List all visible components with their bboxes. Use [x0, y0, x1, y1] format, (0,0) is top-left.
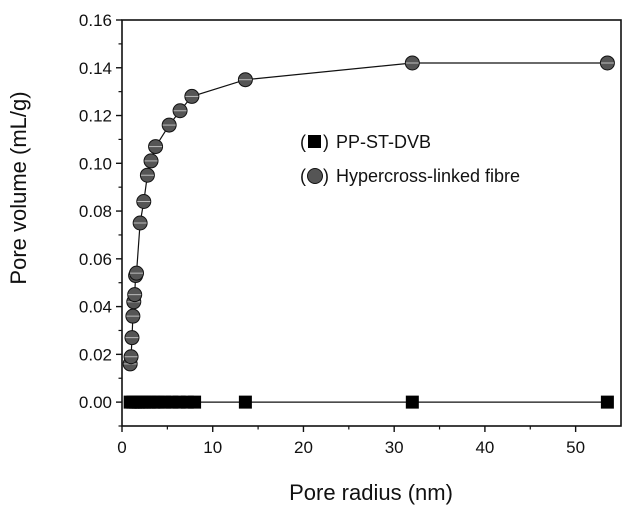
- pp-st-dvb-point: [600, 395, 614, 409]
- y-tick-label: 0.16: [79, 11, 112, 30]
- pp-st-dvb-point: [238, 395, 252, 409]
- legend-item-pp-st-dvb: ( ) PP-ST-DVB: [300, 132, 431, 152]
- y-tick-label: 0.02: [79, 345, 112, 364]
- pp-st-dvb-point: [188, 395, 202, 409]
- x-axis-title: Pore radius (nm): [289, 480, 453, 505]
- y-tick-label: 0.06: [79, 250, 112, 269]
- legend-square-marker: [308, 135, 321, 148]
- legend: ( ) PP-ST-DVB ( ) Hypercross-linked fibr…: [300, 132, 520, 186]
- x-tick-label: 50: [566, 438, 585, 457]
- legend-paren-close: ): [323, 132, 329, 152]
- series-layer: [122, 55, 615, 409]
- x-tick-label: 20: [294, 438, 313, 457]
- x-tick-label: 40: [475, 438, 494, 457]
- legend-circle-marker: [307, 168, 323, 184]
- y-tick-label: 0.14: [79, 59, 112, 78]
- y-tick-label: 0.04: [79, 298, 112, 317]
- x-axis: 0 10 20 30 40 50: [117, 426, 585, 457]
- x-tick-label: 30: [385, 438, 404, 457]
- pp-st-dvb-point: [405, 395, 419, 409]
- y-tick-label: 0.12: [79, 107, 112, 126]
- y-tick-label: 0.08: [79, 202, 112, 221]
- legend-label-pp-st-dvb: PP-ST-DVB: [336, 132, 431, 152]
- legend-paren-close: ): [323, 166, 329, 186]
- legend-label-hypercross-linked-fibre: Hypercross-linked fibre: [336, 166, 520, 186]
- y-tick-label: 0.00: [79, 393, 112, 412]
- series-line-2: [129, 62, 608, 364]
- legend-paren-open: (: [300, 132, 306, 152]
- y-axis: 0.00 0.02 0.04 0.06 0.08 0.10 0.12 0.14 0.16: [79, 11, 122, 427]
- x-tick-label: 0: [117, 438, 126, 457]
- y-axis-title: Pore volume (mL/g): [6, 91, 31, 284]
- plot-border: [121, 19, 622, 427]
- plot-frame: [121, 19, 622, 427]
- x-tick-label: 10: [203, 438, 222, 457]
- legend-item-hypercross-linked-fibre: ( ) Hypercross-linked fibre: [300, 166, 520, 186]
- legend-paren-open: (: [300, 166, 306, 186]
- y-tick-label: 0.10: [79, 154, 112, 173]
